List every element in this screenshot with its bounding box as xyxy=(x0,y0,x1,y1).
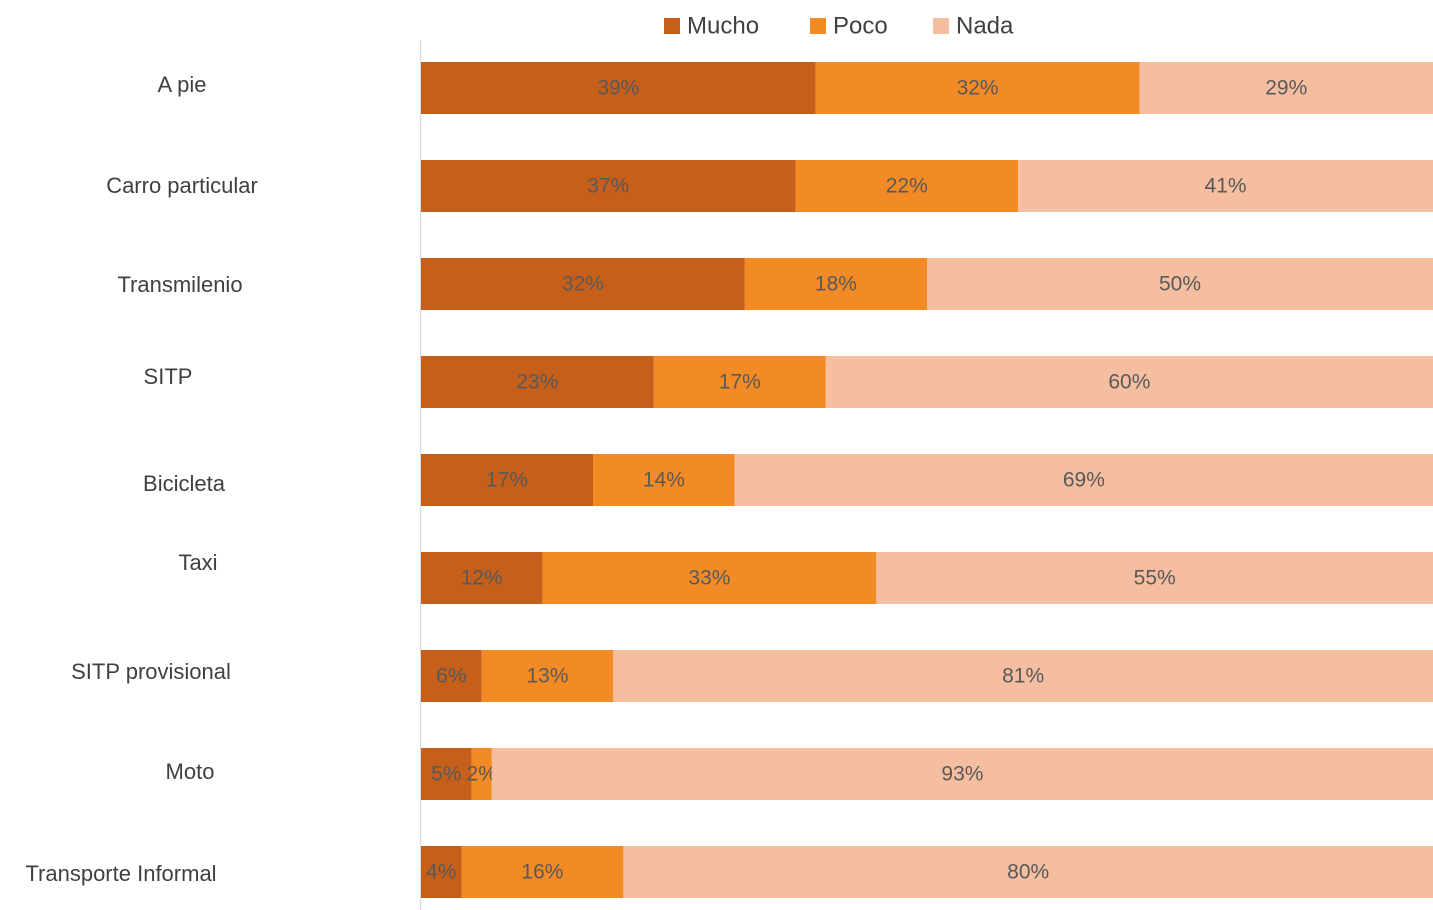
value-label: 41% xyxy=(1205,175,1247,198)
legend-swatch xyxy=(933,18,949,34)
category-label: Carro particular xyxy=(106,173,258,198)
legend-label: Poco xyxy=(833,12,888,39)
value-label: 23% xyxy=(516,371,558,394)
value-label: 16% xyxy=(521,861,563,884)
value-label: 50% xyxy=(1159,273,1201,296)
value-label: 33% xyxy=(688,567,730,590)
value-label: 32% xyxy=(562,273,604,296)
category-label: Bicicleta xyxy=(143,471,226,496)
category-label: A pie xyxy=(158,72,207,97)
value-label: 6% xyxy=(436,665,466,688)
value-label: 5% xyxy=(431,763,461,786)
chart: Mucho Poco Nada A pie 39% 32% 29% Carro particu… xyxy=(0,0,1433,910)
value-label: 32% xyxy=(957,77,999,100)
value-label: 93% xyxy=(941,763,983,786)
value-label: 37% xyxy=(587,175,629,198)
value-label: 81% xyxy=(1002,665,1044,688)
value-label: 29% xyxy=(1265,77,1307,100)
value-label: 60% xyxy=(1108,371,1150,394)
value-label: 80% xyxy=(1007,861,1049,884)
value-label: 22% xyxy=(886,175,928,198)
category-label: SITP provisional xyxy=(71,659,231,684)
legend-swatch xyxy=(664,18,680,34)
category-label: Taxi xyxy=(178,550,217,575)
value-label: 14% xyxy=(643,469,685,492)
value-label: 17% xyxy=(486,469,528,492)
value-label: 18% xyxy=(815,273,857,296)
value-label: 55% xyxy=(1134,567,1176,590)
value-label: 12% xyxy=(461,567,503,590)
value-label: 17% xyxy=(719,371,761,394)
legend-label: Mucho xyxy=(687,12,759,39)
value-label: 69% xyxy=(1063,469,1105,492)
value-label: 4% xyxy=(426,861,456,884)
category-label: SITP xyxy=(144,364,193,389)
legend-swatch xyxy=(810,18,826,34)
category-label: Transmilenio xyxy=(117,272,242,297)
value-label: 39% xyxy=(597,77,639,100)
category-label: Transporte Informal xyxy=(25,861,216,886)
category-label: Moto xyxy=(166,759,215,784)
value-label: 13% xyxy=(526,665,568,688)
legend-label: Nada xyxy=(956,12,1014,39)
